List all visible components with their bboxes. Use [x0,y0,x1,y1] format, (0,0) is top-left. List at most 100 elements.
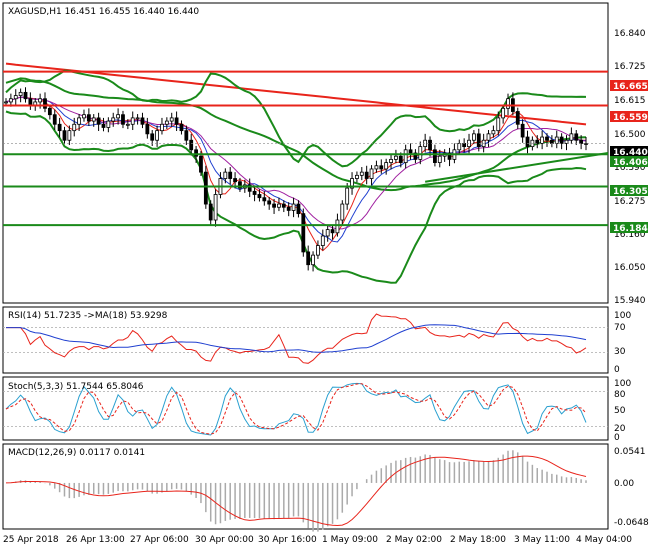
candle-body [486,133,491,141]
price-tick: 16.725 [614,62,646,72]
macd-tick: 0.0541 [614,447,646,457]
candle-body [130,117,135,125]
macd-title: MACD(12,26,9) 0.0117 0.0141 [8,448,145,458]
candle-body [96,117,101,125]
macd-tick: 0.00 [614,479,634,489]
candle-body [145,123,150,135]
candle-body [116,114,121,119]
candle-body [86,114,91,122]
level-tag: 16.559 [613,113,648,123]
candle-body [101,123,106,128]
trendline [425,152,609,183]
level-tag-bg [610,185,648,196]
current-price-tag: 16.440 [613,148,648,158]
candle-body [208,203,213,221]
candle-body [471,133,476,141]
candle-body [433,149,437,163]
time-tick: 4 May 04:00 [576,535,632,545]
candle-body [311,254,315,266]
rsi-panel[interactable] [2,306,609,374]
candle-body [18,91,23,96]
candle-body [82,114,86,119]
candle-body [13,95,18,100]
candle-body [8,98,13,103]
level-tag: 16.406 [613,158,648,168]
candle-body [584,143,588,145]
bollinger-upper [5,69,587,168]
time-tick: 30 Apr 00:00 [195,535,254,545]
candle-body [52,114,57,125]
candle-body [359,171,364,176]
candle-body [296,203,301,215]
candle-body [140,117,145,125]
candle-body [564,139,569,144]
candle-body [67,130,72,141]
candle-body [301,213,306,253]
stoch-d-line [5,383,587,435]
price-tick: 16.500 [614,130,646,140]
candle-body [330,229,335,234]
price-tick: 16.050 [614,263,646,273]
candle-body [408,149,413,154]
candle-body [520,123,525,138]
level-tag-bg [610,156,648,167]
rsi-tick: 70 [614,323,626,333]
level-tag: 16.665 [613,82,648,92]
ma-slow-red [5,62,587,126]
candle-body [350,178,354,189]
candle-body [91,117,96,122]
time-tick: 30 Apr 16:00 [258,535,317,545]
price-tick: 16.615 [614,96,646,106]
candle-body [179,123,184,132]
candle-body [345,187,350,205]
candle-body [194,149,198,157]
stoch-tick: 80 [614,390,626,400]
candle-body [164,120,169,125]
time-tick: 26 Apr 13:00 [66,535,125,545]
ma-slow-green [5,77,587,192]
stoch-tick: 50 [614,406,626,416]
candle-body [28,98,33,106]
stoch-tick: 100 [614,379,631,389]
candle-body [428,139,432,151]
candle-body [579,139,584,144]
candle-body [554,136,559,144]
candle-body [525,136,530,148]
rsi-line [6,313,587,364]
candle-body [394,155,398,160]
level-tag-bg [610,80,648,91]
candle-body [515,111,520,125]
candle-body [233,178,237,183]
candle-body [160,123,164,132]
candle-body [413,152,418,160]
price-tick: 16.160 [614,230,646,240]
macd-tick: -0.0648 [614,518,649,528]
ma-fast-purple [5,96,587,230]
candle-body [384,162,389,170]
candle-body [125,123,130,126]
level-tag-bg [610,111,648,122]
level-tag-bg [610,222,648,233]
candle-body [184,130,189,141]
candle-body [389,158,393,163]
stoch-panel[interactable] [2,376,609,441]
candle-body [369,168,374,179]
candle-body [47,107,52,116]
candle-body [43,98,47,109]
candle-body [106,120,111,128]
candle-body [306,251,311,266]
candle-body [340,203,345,221]
candle-body [437,155,442,163]
candle-body [72,123,77,132]
rsi-tick: 30 [614,347,626,357]
price-tick: 16.275 [614,197,646,207]
rsi-title: RSI(14) 51.7235 ->MA(18) 53.9298 [8,311,168,321]
price-tick: 16.390 [614,163,646,173]
candle-body [574,133,579,141]
candle-body [281,203,286,208]
price-tick: 16.840 [614,29,646,39]
rsi-tick: 0 [614,365,620,375]
time-tick: 1 May 09:00 [322,535,378,545]
candle-body [4,101,8,104]
